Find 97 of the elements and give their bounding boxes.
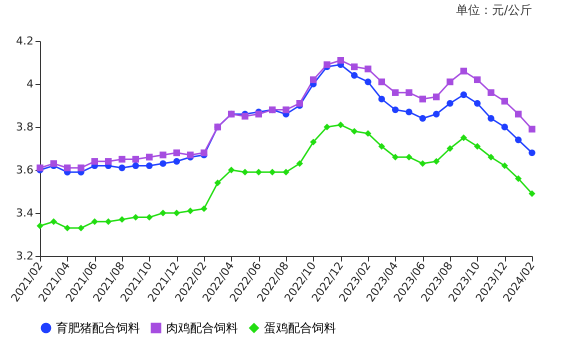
point: [460, 134, 468, 142]
point: [501, 162, 508, 170]
y-tick-label: 3.2: [16, 250, 34, 262]
point: [104, 218, 112, 225]
point: [528, 190, 536, 198]
point: [392, 89, 399, 96]
point: [350, 128, 358, 135]
point: [392, 106, 399, 114]
point: [160, 160, 166, 167]
point: [406, 108, 412, 116]
point: [364, 130, 372, 137]
point: [501, 98, 508, 105]
point: [337, 121, 344, 128]
point: [488, 89, 494, 96]
point: [350, 72, 358, 79]
point: [242, 168, 248, 176]
point: [268, 168, 276, 176]
point: [460, 68, 468, 74]
point: [173, 149, 180, 156]
y-tick-label: 4: [26, 78, 34, 90]
legend-label: 育肥猪配合饲料: [56, 321, 140, 335]
point: [378, 142, 386, 150]
point: [132, 162, 140, 170]
point: [364, 66, 372, 72]
point: [514, 110, 522, 118]
point: [255, 168, 262, 176]
point: [36, 222, 44, 230]
point: [446, 145, 454, 152]
point: [364, 78, 372, 86]
point: [474, 100, 481, 107]
point: [50, 160, 58, 167]
point: [160, 210, 166, 216]
point: [528, 126, 536, 133]
point: [432, 158, 440, 165]
point: [282, 168, 290, 176]
point: [118, 216, 126, 223]
y-tick-label: 4.2: [16, 34, 34, 48]
point: [228, 166, 235, 174]
point: [446, 78, 454, 86]
y-tick-label: 3.6: [16, 164, 34, 176]
point: [324, 124, 330, 130]
y-tick-label: 3.4: [16, 206, 34, 220]
point: [514, 136, 522, 144]
point: [50, 218, 58, 225]
legend-label: 肉鸡配合饲料: [166, 321, 238, 335]
point: [132, 156, 140, 163]
point: [378, 78, 386, 86]
point: [200, 149, 208, 156]
text: 单位：元/公斤: [456, 3, 532, 17]
point: [310, 138, 317, 146]
point: [64, 164, 71, 172]
point: [514, 175, 522, 182]
y-tick-label: 3.8: [16, 120, 34, 134]
point: [146, 214, 153, 221]
point: [242, 112, 248, 120]
point: [118, 156, 126, 163]
point: [460, 91, 468, 98]
point: [501, 124, 508, 130]
point: [118, 164, 126, 172]
point: [146, 154, 153, 160]
point: [132, 214, 140, 221]
point: [296, 100, 304, 107]
point: [350, 63, 358, 70]
point: [474, 142, 481, 150]
point: [419, 160, 426, 167]
point: [146, 162, 153, 170]
point: [104, 158, 112, 165]
point: [474, 76, 481, 84]
point: [446, 100, 454, 107]
point: [406, 154, 412, 160]
point: [36, 164, 44, 172]
point: [78, 164, 84, 172]
point: [296, 160, 304, 167]
point: [160, 152, 166, 158]
point: [214, 180, 222, 186]
point: [392, 154, 399, 160]
point: [282, 106, 290, 114]
point: [78, 224, 84, 232]
point: [432, 110, 440, 118]
point: [488, 115, 494, 122]
point: [528, 149, 536, 156]
point: [337, 56, 344, 64]
point: [64, 224, 71, 232]
point: [186, 207, 194, 214]
point: [419, 96, 426, 102]
legend-label: 蛋鸡配合饲料: [264, 321, 336, 335]
point: [432, 94, 440, 100]
point: [91, 218, 98, 225]
point: [200, 205, 208, 212]
point: [91, 158, 98, 165]
point: [378, 96, 386, 102]
point: [419, 115, 426, 122]
point: [406, 89, 412, 96]
point: [173, 210, 180, 216]
point: [310, 76, 317, 84]
point: [173, 158, 180, 165]
point: [488, 154, 494, 160]
